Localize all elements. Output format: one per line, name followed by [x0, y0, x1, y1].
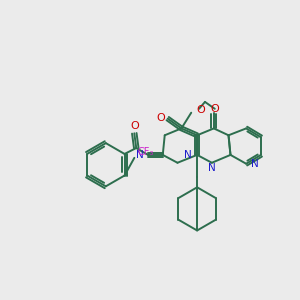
Text: O: O	[210, 104, 219, 114]
Text: N: N	[251, 159, 259, 169]
Text: CF₃: CF₃	[137, 147, 154, 157]
Text: N: N	[136, 150, 144, 160]
Text: N: N	[208, 163, 216, 173]
Text: N: N	[184, 150, 192, 160]
Text: O: O	[196, 105, 205, 115]
Text: O: O	[156, 112, 165, 123]
Text: O: O	[130, 122, 139, 131]
